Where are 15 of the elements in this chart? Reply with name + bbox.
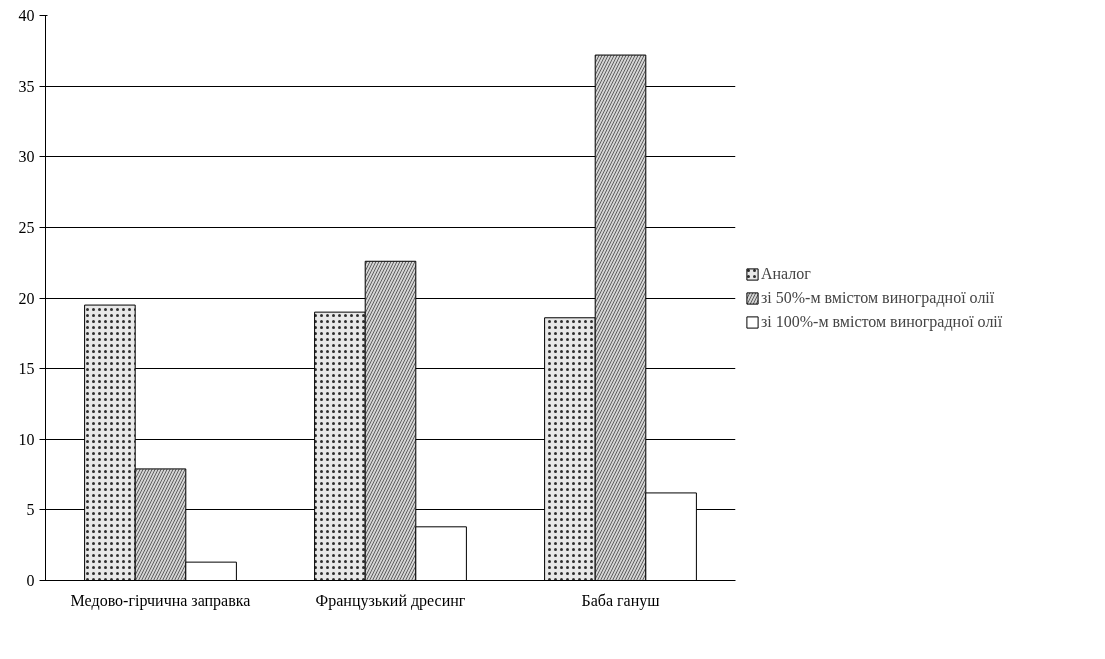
y-tick-label: 30 (18, 148, 35, 166)
legend-label: зі 50%-м вмістом виноградної олії (761, 288, 995, 307)
y-tick-label: 0 (26, 572, 35, 589)
legend-label: зі 100%-м вмістом виноградної олії (761, 312, 1003, 331)
y-tick-label: 5 (26, 501, 35, 519)
y-tick-label: 10 (18, 430, 35, 448)
y-tick-label: 40 (18, 7, 35, 24)
x-tick-label: Медово-гірчична заправка (70, 591, 251, 610)
y-tick-label: 25 (18, 218, 35, 236)
y-tick-label: 35 (18, 77, 35, 95)
x-tick-label: Французький дресинг (315, 591, 466, 610)
y-tick-label: 15 (18, 360, 35, 378)
y-tick-label: 20 (18, 289, 35, 307)
legend-label: Аналог (761, 264, 811, 283)
x-tick-label: Баба гануш (581, 591, 661, 610)
